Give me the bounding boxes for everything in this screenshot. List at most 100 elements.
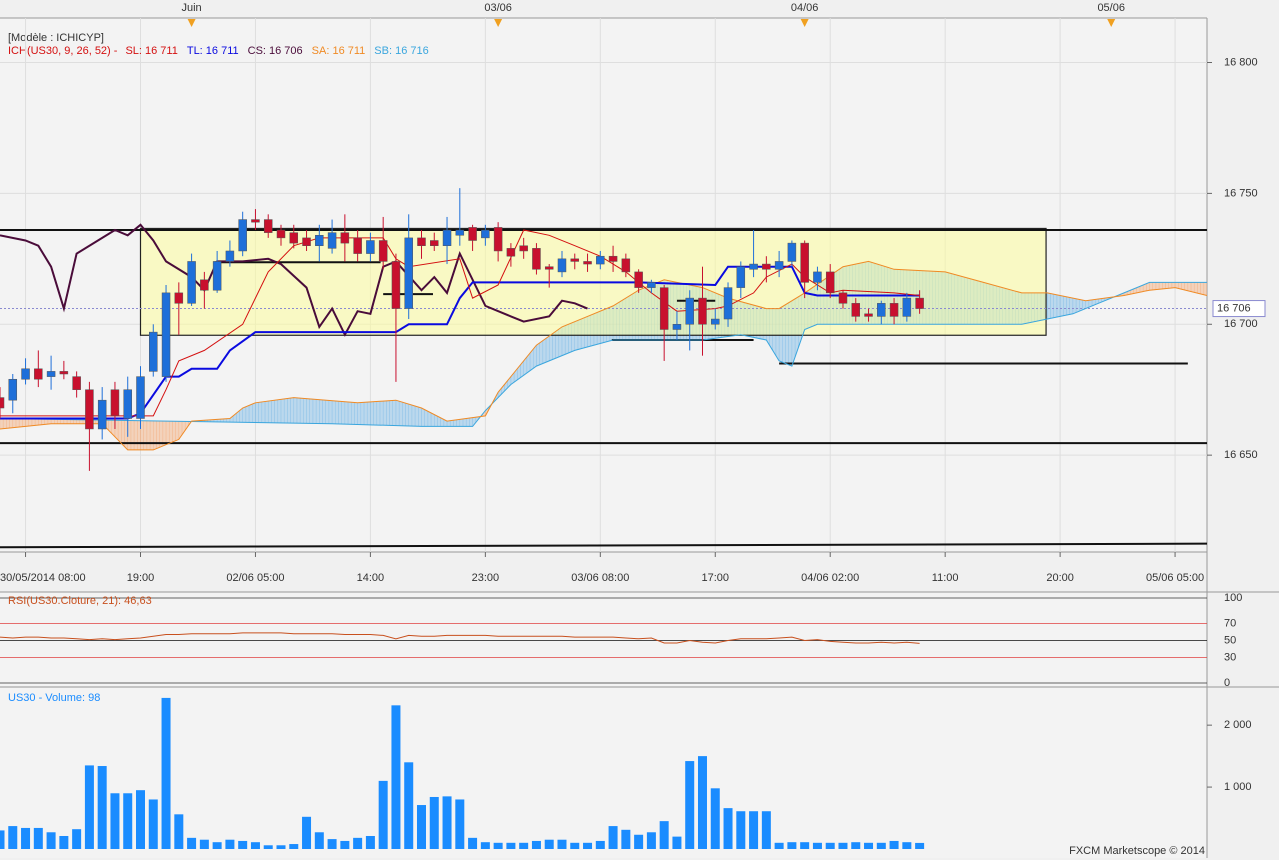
cloud-fill xyxy=(1155,282,1160,290)
volume-bar xyxy=(480,842,490,849)
volume-bar xyxy=(33,827,43,849)
legend-entry: SB: 16 716 xyxy=(374,45,428,57)
cloud-fill xyxy=(338,400,342,425)
current-price-label: 16 706 xyxy=(1217,302,1251,314)
candle-body xyxy=(711,318,720,325)
candle-body xyxy=(557,258,567,273)
candle-body xyxy=(481,229,490,239)
cloud-fill xyxy=(395,399,400,426)
cloud-fill xyxy=(376,400,381,426)
volume-bar xyxy=(263,845,273,849)
cloud-fill xyxy=(1171,282,1176,289)
volume-bar xyxy=(391,705,401,849)
top-tick-label: 04/06 xyxy=(791,2,819,14)
rsi-plot-bg xyxy=(0,592,1207,686)
volume-bar xyxy=(570,842,580,849)
candle-body xyxy=(813,271,822,283)
cloud-fill xyxy=(0,418,4,430)
cloud-fill xyxy=(1187,282,1192,292)
cloud-fill xyxy=(539,340,544,366)
y-tick-label: 1 000 xyxy=(1224,781,1252,793)
candle-body xyxy=(212,261,222,291)
candle-body xyxy=(468,227,477,241)
cloud-fill xyxy=(424,409,429,427)
volume-bar xyxy=(416,805,426,849)
cloud-fill xyxy=(373,401,378,426)
cloud-fill xyxy=(398,400,403,427)
volume-bar xyxy=(825,842,835,849)
cloud-fill xyxy=(453,419,457,427)
cloud-fill xyxy=(54,419,58,424)
cloud-fill xyxy=(459,418,464,427)
cloud-fill xyxy=(469,417,473,427)
cloud-fill xyxy=(1053,293,1058,319)
candle-body xyxy=(621,258,631,273)
candle-body xyxy=(85,389,94,430)
volume-bar xyxy=(21,827,31,849)
cloud-fill xyxy=(22,418,26,427)
cloud-fill xyxy=(1075,298,1080,313)
candle-body xyxy=(596,255,605,265)
volume-bar xyxy=(289,844,299,849)
candle-body xyxy=(838,292,848,304)
cloud-fill xyxy=(31,418,36,426)
cloud-fill xyxy=(1047,292,1051,320)
cloud-fill xyxy=(354,402,358,425)
candle-body xyxy=(902,297,912,317)
volume-bar xyxy=(8,826,18,849)
cloud-fill xyxy=(456,419,461,427)
volume-bar xyxy=(135,790,145,849)
cloud-fill xyxy=(1056,294,1061,318)
candle-body xyxy=(404,237,413,309)
cloud-fill xyxy=(25,418,29,427)
volume-bar xyxy=(365,835,375,849)
volume-bar xyxy=(710,788,720,849)
candle-body xyxy=(97,399,107,430)
volume-bar xyxy=(212,842,222,849)
candle-body xyxy=(276,229,286,239)
legend-entry: SL: 16 711 xyxy=(125,45,177,57)
volume-bar xyxy=(353,837,363,849)
volume-bar xyxy=(250,842,260,849)
top-tick-marker xyxy=(494,19,503,27)
candle-body xyxy=(417,237,426,246)
candle-body xyxy=(685,297,694,325)
y-tick-label: 16 650 xyxy=(1224,449,1258,461)
volume-bar xyxy=(225,839,235,849)
level-line xyxy=(0,542,1207,549)
y-tick-label: 16 750 xyxy=(1224,187,1258,199)
cloud-fill xyxy=(280,398,285,424)
cloud-fill xyxy=(1193,282,1198,294)
cloud-fill xyxy=(1190,282,1195,293)
volume-bar xyxy=(84,765,94,849)
candle-body xyxy=(72,376,81,390)
cloud-fill xyxy=(1168,282,1173,289)
candle-body xyxy=(251,219,260,223)
volume-bar xyxy=(902,842,912,849)
candle-body xyxy=(544,266,554,270)
cloud-fill xyxy=(1197,282,1201,295)
cloud-fill xyxy=(360,402,365,425)
candle-body xyxy=(672,324,682,330)
candle-body xyxy=(762,263,771,270)
cloud-fill xyxy=(133,420,138,451)
cloud-fill xyxy=(34,418,39,426)
cloud-fill xyxy=(427,410,432,427)
cloud-fill xyxy=(60,419,65,424)
cloud-fill xyxy=(392,399,397,426)
cloud-fill xyxy=(402,401,406,427)
cloud-fill xyxy=(299,397,304,424)
cloud-fill xyxy=(1165,282,1169,289)
cloud-fill xyxy=(319,399,323,424)
indicator-line xyxy=(0,281,1207,427)
candle-body xyxy=(608,255,618,262)
cloud-fill xyxy=(449,419,454,427)
cloud-fill xyxy=(1063,295,1067,317)
candle-body xyxy=(442,229,452,246)
volume-bar xyxy=(46,832,56,849)
cloud-fill xyxy=(1158,282,1163,290)
cloud-fill xyxy=(165,420,170,446)
cloud-fill xyxy=(331,400,336,425)
candle-body xyxy=(174,292,184,304)
